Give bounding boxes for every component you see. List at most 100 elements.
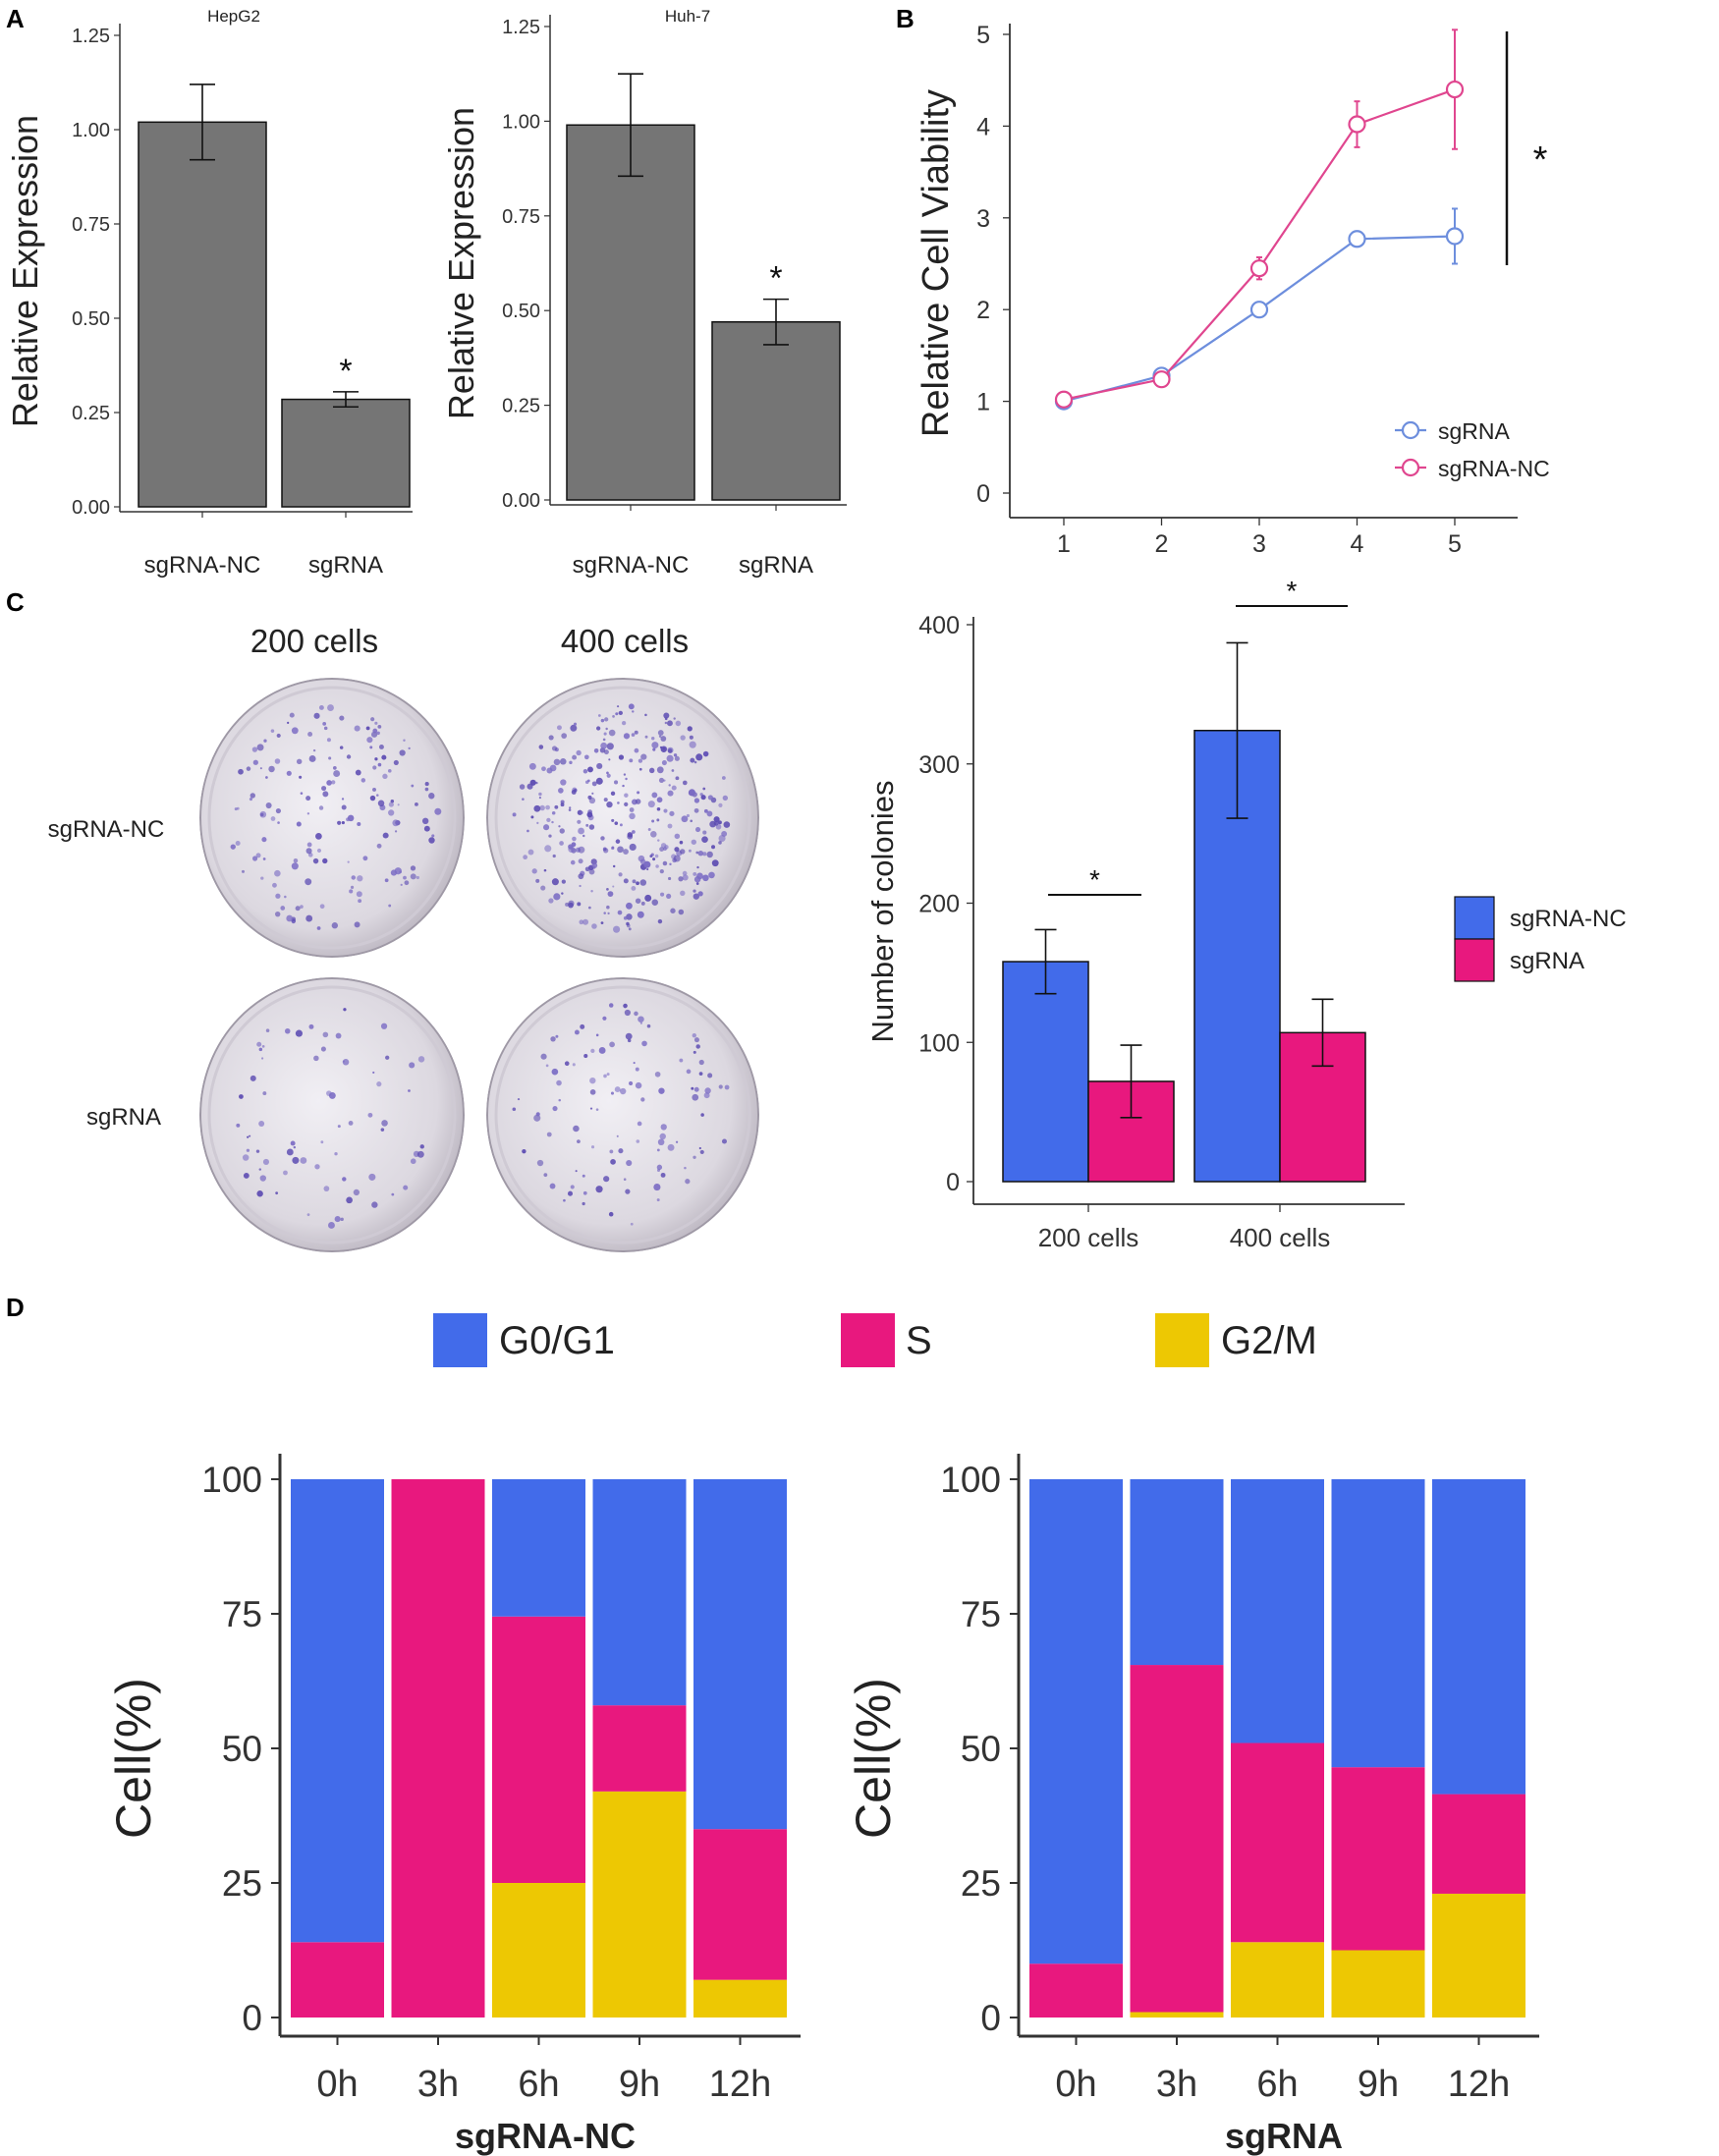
- y-tick-label: 200: [918, 891, 960, 918]
- legend-label-s: S: [906, 1319, 932, 1362]
- colony-dot: [327, 704, 334, 712]
- colony-dot: [701, 836, 708, 844]
- colony-dot: [519, 784, 526, 790]
- colony-dot: [540, 1053, 547, 1060]
- colony-dot: [702, 787, 706, 791]
- colony-dot: [600, 836, 605, 841]
- x-tick-label: sgRNA: [308, 552, 383, 579]
- colony-dot: [552, 1105, 558, 1112]
- y-tick-label: 1: [976, 389, 990, 416]
- bar-segment-S-0h: [1029, 1963, 1123, 2018]
- panel-label-d: D: [6, 1293, 25, 1322]
- colony-dot: [434, 807, 442, 815]
- significance-star: *: [1533, 139, 1548, 181]
- colony-dot: [275, 893, 281, 899]
- colony-dot: [292, 1156, 300, 1164]
- colony-dot: [666, 754, 674, 762]
- colony-dot: [276, 733, 281, 738]
- colony-dot: [696, 872, 703, 880]
- colony-dot: [548, 898, 554, 904]
- colony-dot: [660, 892, 665, 897]
- bar-segment-G0/G1-9h: [592, 1479, 687, 1706]
- colony-dot: [419, 1144, 424, 1149]
- colony-dot: [416, 875, 419, 880]
- colony-dot: [331, 922, 339, 929]
- colony-dot: [287, 721, 290, 724]
- y-tick-label: 2: [976, 297, 990, 324]
- x-tick-label: 0h: [316, 2064, 358, 2105]
- colony-dot: [703, 1092, 710, 1099]
- colony-dot: [637, 1121, 642, 1127]
- colony-dot: [272, 882, 277, 888]
- colony-dot: [693, 1155, 696, 1159]
- colony-dot: [722, 795, 729, 802]
- colony-dot: [589, 1077, 596, 1084]
- colony-dot: [378, 744, 384, 749]
- colony-dot: [284, 895, 287, 899]
- colony-dot: [539, 804, 545, 811]
- bar-segment-S-12h: [693, 1829, 787, 1980]
- colony-dot: [664, 721, 668, 725]
- y-tick-label: 4: [976, 113, 990, 140]
- colony-dot: [673, 753, 678, 757]
- colony-dot: [347, 814, 355, 822]
- colony-dot: [580, 1023, 585, 1029]
- colony-dot: [290, 1140, 296, 1146]
- colony-dot: [428, 793, 435, 800]
- colony-dot: [531, 868, 537, 874]
- significance-star: *: [769, 260, 782, 298]
- colony-dot: [684, 1166, 687, 1170]
- colony-dot: [243, 1172, 250, 1179]
- colony-dot: [626, 902, 633, 910]
- colony-dot: [305, 796, 311, 802]
- colony-dot: [308, 1023, 314, 1029]
- colony-dot: [371, 1201, 378, 1208]
- colony-dot: [403, 875, 407, 880]
- colony-dot: [551, 746, 558, 751]
- y-tick-label: 3: [976, 205, 990, 233]
- legend-marker: [1401, 458, 1420, 477]
- colony-dot: [369, 746, 373, 749]
- colony-dot: [662, 860, 668, 866]
- data-point: [1249, 301, 1269, 319]
- colony-dot: [332, 766, 337, 770]
- colony-dot: [624, 1009, 631, 1017]
- colony-dot: [586, 811, 593, 818]
- colony-dot: [595, 1108, 599, 1111]
- y-axis-label: Relative Cell Viability: [915, 89, 957, 437]
- colony-dot: [291, 862, 299, 870]
- colony-dot: [667, 1143, 675, 1151]
- colony-dot: [393, 759, 399, 765]
- colony-dot: [623, 733, 631, 740]
- colony-dot: [623, 773, 627, 776]
- colony-dot: [618, 754, 625, 760]
- colony-dot: [618, 710, 623, 716]
- bar-segment-G2/M-6h: [492, 1883, 585, 2018]
- data-point: [1445, 227, 1465, 246]
- colony-dot: [423, 825, 430, 832]
- colony-dot: [292, 920, 296, 924]
- y-tick-label: 25: [222, 1863, 262, 1904]
- colony-dot: [312, 857, 319, 864]
- colony-dot: [656, 1168, 661, 1172]
- bar-segment-G0/G1-6h: [1231, 1479, 1324, 1743]
- colony-dot: [698, 1059, 704, 1066]
- colony-dot: [647, 827, 651, 831]
- colony-dot: [654, 854, 659, 858]
- colony-dot: [341, 821, 345, 825]
- x-tick-label: 3h: [417, 2064, 459, 2105]
- y-tick-label: 25: [961, 1863, 1001, 1904]
- colony-dot: [668, 876, 672, 881]
- colony-dot: [319, 904, 325, 910]
- colony-dot: [314, 1164, 320, 1170]
- colony-dot: [570, 724, 578, 732]
- colony-dot: [583, 754, 589, 760]
- colony-dot: [659, 1133, 666, 1140]
- y-tick-label: 0.25: [72, 403, 110, 424]
- colony-dot: [615, 839, 621, 844]
- colony-dot: [535, 781, 538, 785]
- colony-dot: [678, 876, 684, 882]
- colony-dot: [236, 1123, 241, 1128]
- colony-dot: [376, 794, 379, 797]
- significance-star: *: [1287, 576, 1298, 606]
